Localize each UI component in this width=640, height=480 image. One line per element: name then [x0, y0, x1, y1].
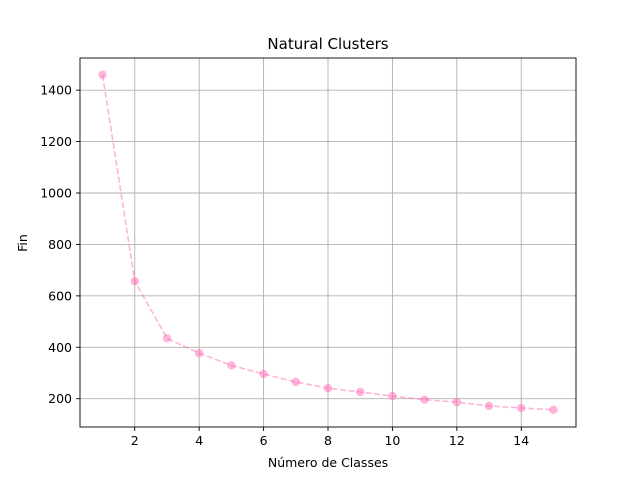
data-point	[452, 397, 461, 407]
data-point	[227, 361, 236, 370]
axis-ticks: 2 4 6 8 10 12 14 200 400 600 800 1000 1200 1400	[40, 83, 529, 448]
data-point	[259, 369, 268, 379]
data-point	[420, 395, 429, 404]
x-tick-label: 4	[195, 433, 203, 448]
y-tick-label: 1200	[40, 134, 72, 149]
y-tick-label: 200	[48, 391, 72, 406]
data-point	[356, 387, 365, 397]
grid	[80, 58, 576, 427]
x-tick-label: 2	[131, 433, 139, 448]
data-point	[484, 401, 494, 411]
data-point	[517, 403, 526, 413]
chart-title: Natural Clusters	[267, 35, 388, 53]
data-point	[98, 70, 107, 79]
y-tick-label: 600	[48, 288, 72, 303]
y-tick-label: 1000	[40, 186, 72, 201]
x-axis-label: Número de Classes	[268, 455, 388, 470]
data-point	[323, 384, 333, 393]
x-tick-label: 12	[449, 433, 465, 448]
x-tick-label: 8	[324, 433, 332, 448]
data-point	[130, 277, 139, 286]
data-point	[291, 377, 300, 387]
y-tick-label: 400	[48, 340, 72, 355]
data-point	[388, 391, 397, 401]
x-tick-label: 14	[513, 433, 529, 448]
x-tick-label: 10	[384, 433, 400, 448]
data-series	[98, 70, 558, 414]
y-tick-label: 1400	[40, 83, 72, 98]
data-point	[549, 405, 558, 414]
y-axis-label: Fin	[15, 234, 30, 252]
y-tick-label: 800	[48, 237, 72, 252]
data-point	[162, 334, 172, 343]
x-tick-label: 6	[260, 433, 268, 448]
data-point	[195, 349, 204, 358]
